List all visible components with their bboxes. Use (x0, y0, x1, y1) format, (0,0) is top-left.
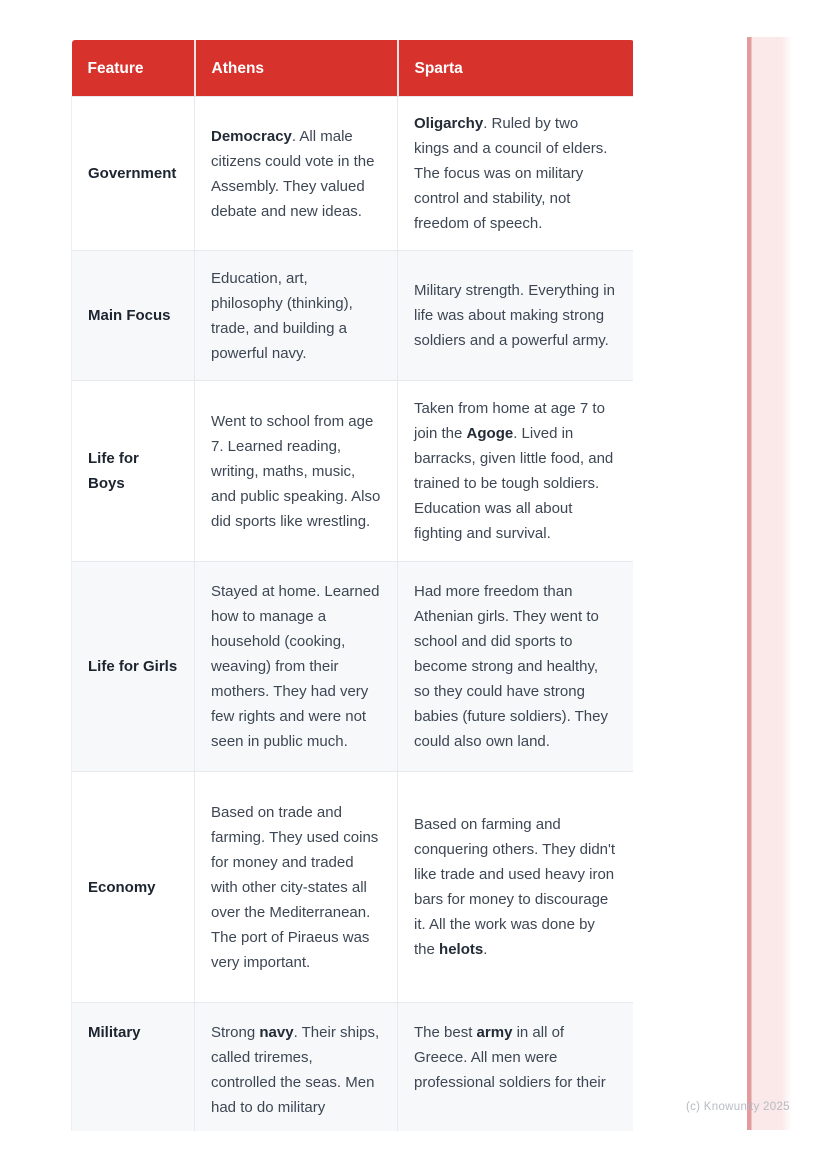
feature-cell: Military (71, 1002, 195, 1131)
sparta-cell: Taken from home at age 7 to join the Ago… (397, 380, 633, 562)
column-header-athens: Athens (193, 40, 398, 97)
table-row: Military Strong navy. Their ships, called… (71, 1002, 633, 1131)
table-row: Life for Boys Went to school from age 7. … (71, 380, 633, 562)
feature-cell: Life for Boys (71, 380, 195, 562)
sparta-cell: Oligarchy. Ruled by two kings and a coun… (397, 96, 633, 251)
sparta-cell: Based on farming and conquering others. … (397, 771, 633, 1003)
table-row: Economy Based on trade and farming. They … (71, 771, 633, 1003)
athens-cell: Based on trade and farming. They used co… (194, 771, 398, 1003)
watermark: (c) Knowunity 2025 (686, 1101, 790, 1113)
feature-cell: Life for Girls (71, 561, 195, 772)
feature-cell: Main Focus (71, 250, 195, 381)
athens-cell: Education, art, philosophy (thinking), t… (194, 250, 398, 381)
table-row: Main Focus Education, art, philosophy (th… (71, 250, 633, 381)
athens-sparta-comparison-table: Feature Athens Sparta Government Democrac… (71, 40, 633, 1131)
header-row: Feature Athens Sparta (71, 40, 633, 97)
feature-cell: Government (71, 96, 195, 251)
athens-cell: Strong navy. Their ships, called trireme… (194, 1002, 398, 1131)
table-row: Life for Girls Stayed at home. Learned ho… (71, 561, 633, 772)
sparta-cell: The best army in all of Greece. All men … (397, 1002, 633, 1131)
feature-cell: Economy (71, 771, 195, 1003)
page-edge-stripe (747, 37, 793, 1130)
table-body: Government Democracy. All male citizens c… (71, 96, 633, 1131)
athens-cell: Stayed at home. Learned how to manage a … (194, 561, 398, 772)
comparison-table-container: Feature Athens Sparta Government Democrac… (71, 40, 633, 1131)
sparta-cell: Military strength. Everything in life wa… (397, 250, 633, 381)
table-row: Government Democracy. All male citizens c… (71, 96, 633, 251)
athens-cell: Democracy. All male citizens could vote … (194, 96, 398, 251)
athens-cell: Went to school from age 7. Learned readi… (194, 380, 398, 562)
column-header-sparta: Sparta (396, 40, 633, 97)
column-header-feature: Feature (71, 40, 195, 97)
sparta-cell: Had more freedom than Athenian girls. Th… (397, 561, 633, 772)
